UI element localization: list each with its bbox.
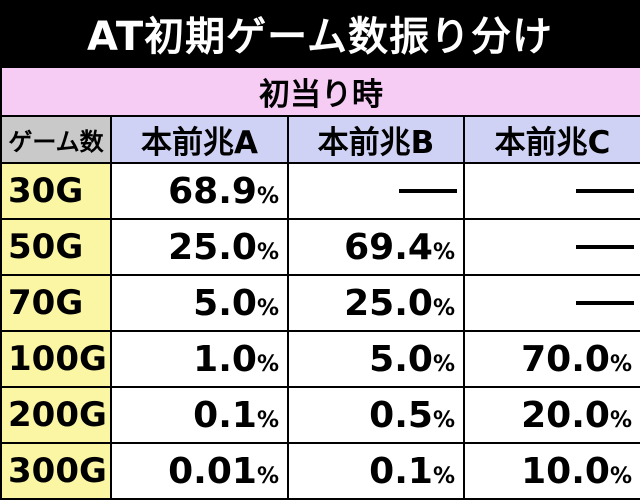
value-number: 20.0 — [521, 394, 610, 436]
section-label: 初当り時 — [0, 66, 640, 117]
percent-unit: % — [432, 407, 455, 433]
value-cell: 0.1% — [110, 386, 289, 444]
percent-unit: % — [609, 351, 632, 377]
empty-cell — [463, 218, 640, 276]
table-row: 100G 1.0% 5.0% 70.0% — [0, 330, 640, 388]
value-cell: 0.5% — [287, 386, 465, 444]
percent-unit: % — [256, 351, 279, 377]
dash-mark — [576, 301, 634, 305]
dash-mark — [576, 245, 634, 249]
row-label: 200G — [0, 386, 112, 444]
percent-unit: % — [432, 351, 455, 377]
section-row: 初当り時 — [0, 66, 640, 117]
percent-unit: % — [432, 463, 455, 489]
value-number: 0.5 — [369, 394, 433, 436]
dash-mark — [399, 189, 457, 193]
table-row: 200G 0.1% 0.5% 20.0% — [0, 386, 640, 444]
value-cell: 25.0% — [287, 274, 465, 332]
value-number: 1.0 — [193, 338, 257, 380]
value-number: 0.1 — [193, 394, 257, 436]
percent-unit: % — [432, 239, 455, 265]
percent-unit: % — [432, 295, 455, 321]
row-label: 100G — [0, 330, 112, 388]
header-row: ゲーム数 本前兆A 本前兆B 本前兆C — [0, 115, 640, 164]
value-number: 68.9 — [168, 170, 257, 212]
value-cell: 0.01% — [110, 442, 289, 500]
table-row: 50G 25.0% 69.4% — [0, 218, 640, 276]
column-header-c: 本前兆C — [463, 115, 640, 164]
value-cell: 68.9% — [110, 162, 289, 220]
dash-mark — [576, 189, 634, 193]
table-row: 30G 68.9% — [0, 162, 640, 220]
value-cell: 69.4% — [287, 218, 465, 276]
value-number: 0.01 — [168, 450, 257, 492]
value-cell: 0.1% — [287, 442, 465, 500]
corner-header: ゲーム数 — [0, 115, 112, 164]
empty-cell — [463, 274, 640, 332]
distribution-table: 初当り時 ゲーム数 本前兆A 本前兆B 本前兆C 30G 68.9% 50G 25.0… — [0, 66, 640, 500]
percent-unit: % — [609, 463, 632, 489]
value-number: 25.0 — [168, 226, 257, 268]
percent-unit: % — [609, 407, 632, 433]
value-number: 69.4 — [344, 226, 433, 268]
percent-unit: % — [256, 463, 279, 489]
column-header-b: 本前兆B — [287, 115, 465, 164]
empty-cell — [463, 162, 640, 220]
percent-unit: % — [256, 407, 279, 433]
value-number: 10.0 — [521, 450, 610, 492]
value-cell: 5.0% — [110, 274, 289, 332]
column-header-a: 本前兆A — [110, 115, 289, 164]
value-cell: 70.0% — [463, 330, 640, 388]
value-number: 5.0 — [369, 338, 433, 380]
value-cell: 10.0% — [463, 442, 640, 500]
table-row: 300G 0.01% 0.1% 10.0% — [0, 442, 640, 500]
value-cell: 20.0% — [463, 386, 640, 444]
percent-unit: % — [256, 183, 279, 209]
percent-unit: % — [256, 239, 279, 265]
table-row: 70G 5.0% 25.0% — [0, 274, 640, 332]
empty-cell — [287, 162, 465, 220]
row-label: 300G — [0, 442, 112, 500]
page-title: AT初期ゲーム数振り分け — [0, 0, 640, 66]
percent-unit: % — [256, 295, 279, 321]
value-cell: 5.0% — [287, 330, 465, 388]
value-number: 25.0 — [344, 282, 433, 324]
value-cell: 25.0% — [110, 218, 289, 276]
value-cell: 1.0% — [110, 330, 289, 388]
value-number: 0.1 — [369, 450, 433, 492]
row-label: 30G — [0, 162, 112, 220]
value-number: 70.0 — [521, 338, 610, 380]
value-number: 5.0 — [193, 282, 257, 324]
row-label: 50G — [0, 218, 112, 276]
row-label: 70G — [0, 274, 112, 332]
